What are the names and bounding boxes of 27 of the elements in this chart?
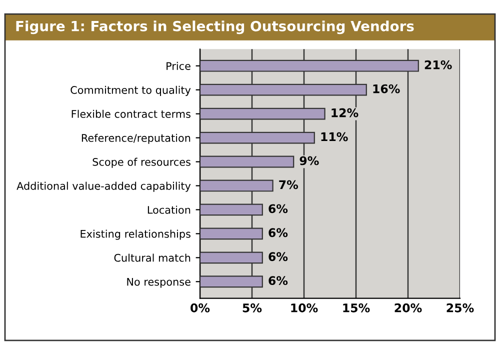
data-label: 7% (279, 180, 298, 190)
y-tick-label: Flexible contract terms (72, 110, 190, 118)
x-tick-label: 0% (190, 303, 210, 312)
data-label: 11% (321, 132, 348, 142)
y-tick-label: Commitment to quality (70, 86, 191, 96)
x-tick-label: 10% (291, 303, 318, 312)
x-tick-label: 20% (394, 303, 422, 312)
y-tick-label: Location (148, 206, 190, 214)
x-tick-label: 15% (343, 303, 370, 312)
x-tick-label: 5% (242, 303, 262, 312)
chart-title: Figure 1: Factors in Selecting Outsourcing Vendors (16, 20, 414, 34)
y-tick-label: Additional value-added capability (16, 182, 191, 192)
y-tick-label: Cultural match (114, 254, 190, 262)
data-label: 6% (268, 276, 288, 286)
y-tick-label: Price (166, 62, 190, 70)
data-label: 21% (424, 60, 452, 70)
data-label: 6% (268, 252, 288, 262)
y-tick-label: Existing relationships (80, 230, 190, 240)
data-label: 16% (373, 84, 400, 94)
y-tick-label: Scope of resources (92, 158, 190, 168)
data-label: 6% (268, 228, 288, 238)
y-tick-label: Reference/reputation (82, 134, 190, 144)
data-label: 9% (300, 156, 319, 166)
data-label: 12% (332, 108, 358, 118)
y-tick-label: No response (127, 278, 190, 288)
data-label: 6% (268, 204, 288, 214)
x-tick-label: 25% (446, 303, 474, 312)
